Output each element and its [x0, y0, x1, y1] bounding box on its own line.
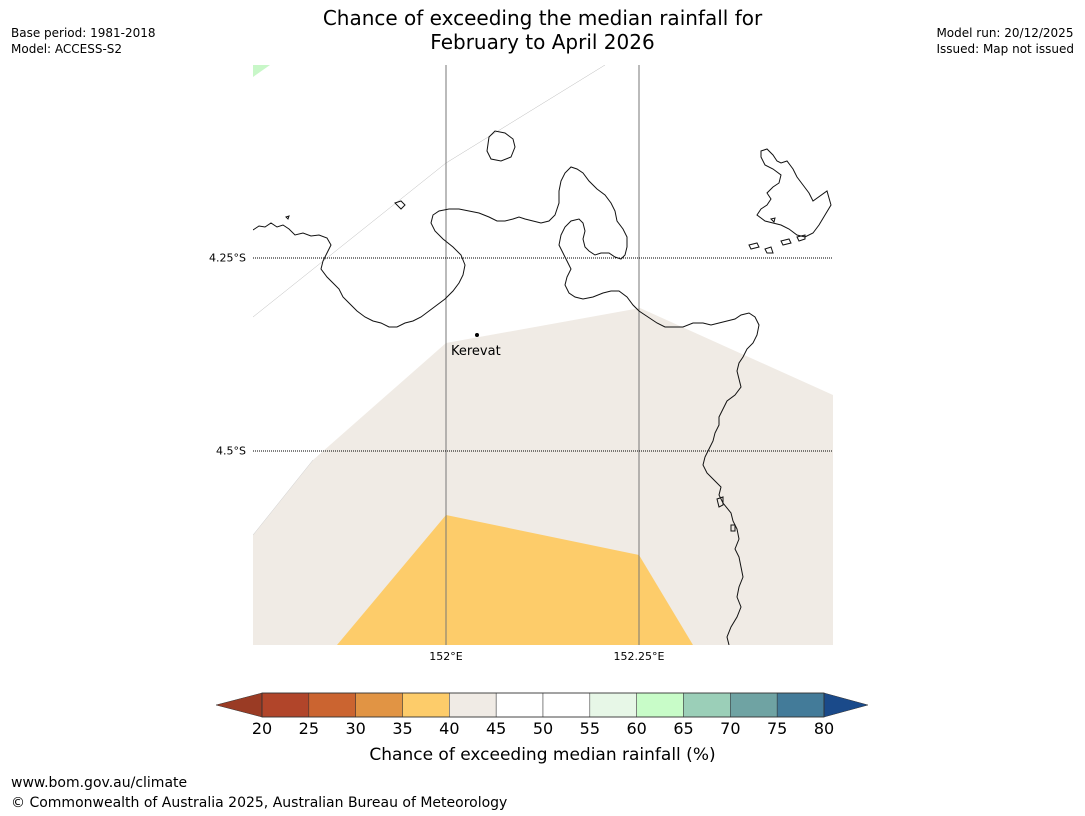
region-40-45 [253, 308, 833, 645]
model-name: Model: ACCESS-S2 [11, 42, 123, 56]
colorbar-bin [261, 692, 310, 718]
colorbar-tick-label: 60 [626, 719, 647, 738]
map-title-line1: Chance of exceeding the median rainfall … [322, 6, 763, 30]
colorbar-tick-label: 30 [345, 719, 366, 738]
colorbar-bin [402, 692, 450, 718]
model-run: Model run: 20/12/2025 [936, 26, 1074, 40]
coastline-island-2 [394, 200, 406, 210]
faint-contour-line-2 [253, 459, 314, 536]
colorbar-bin [449, 692, 497, 718]
coastline-main [253, 166, 760, 645]
meta-left: Base period: 1981-2018 Model: ACCESS-S2 [11, 25, 156, 57]
colorbar-border [261, 692, 825, 718]
coastline-duke-island-e [770, 217, 776, 223]
colorbar-bin [776, 692, 825, 718]
meta-right: Model run: 20/12/2025 Issued: Map not is… [936, 25, 1074, 57]
lat-label-4-5: 4.5°S [216, 444, 246, 458]
kerevat-marker [475, 333, 479, 337]
coastline-duke-island-a [748, 242, 760, 250]
colorbar-bin [542, 692, 591, 718]
coastline-inlet-1 [716, 496, 724, 508]
map-title-line2: February to April 2026 [430, 30, 655, 54]
colorbar-bin [308, 692, 356, 718]
colorbar-bin [730, 692, 778, 718]
colorbar-over-arrow [823, 692, 869, 718]
colorbar-tick-label: 45 [485, 719, 507, 738]
colorbar-tick-label: 20 [251, 719, 273, 738]
coastline-duke-island-b [764, 246, 774, 254]
colorbar-tick-label: 75 [766, 719, 788, 738]
footer-copyright: © Commonwealth of Australia 2025, Austra… [11, 795, 508, 811]
map-area: Kerevat [253, 65, 833, 645]
issued-status: Issued: Map not issued [936, 42, 1074, 56]
faint-contour-line [253, 65, 606, 318]
colorbar-label: Chance of exceeding median rainfall (%) [369, 745, 716, 765]
lat-label-4-25: 4.25°S [209, 251, 246, 265]
colorbar-bin [683, 692, 731, 718]
map-title: Chance of exceeding the median rainfall … [0, 6, 1085, 54]
colorbar-tick-label: 55 [579, 719, 601, 738]
coastline-duke-of-york [756, 148, 832, 238]
colorbar-tick-label: 25 [298, 719, 320, 738]
colorbar-tick-label: 40 [439, 719, 460, 738]
colorbar-bin [636, 692, 684, 718]
colorbar-tick-label: 35 [392, 719, 413, 738]
colorbar-under-arrow [216, 692, 263, 718]
coastline-duke-island-d [796, 234, 806, 242]
region-60-65 [253, 65, 270, 77]
map-svg: Kerevat [253, 65, 833, 645]
coastline-island-1 [486, 130, 516, 162]
region-35-40 [337, 515, 693, 645]
lon-label-152-25: 152.25°E [613, 650, 665, 663]
lon-label-152: 152°E [429, 650, 463, 663]
colorbar [216, 692, 869, 718]
colorbar-tick-label: 70 [720, 719, 741, 738]
colorbar-tick-label: 50 [532, 719, 554, 738]
coastline-island-3 [285, 215, 290, 220]
base-period: Base period: 1981-2018 [11, 26, 156, 40]
colorbar-bin [355, 692, 403, 718]
colorbar-bin [589, 692, 637, 718]
footer-url: www.bom.gov.au/climate [11, 775, 188, 791]
colorbar-bin [495, 692, 544, 718]
colorbar-tick-label: 80 [813, 719, 835, 738]
coastline-inlet-2 [730, 524, 736, 532]
coastline-duke-island-c [780, 238, 792, 246]
kerevat-label: Kerevat [451, 344, 501, 359]
colorbar-tick-label: 65 [673, 719, 694, 738]
